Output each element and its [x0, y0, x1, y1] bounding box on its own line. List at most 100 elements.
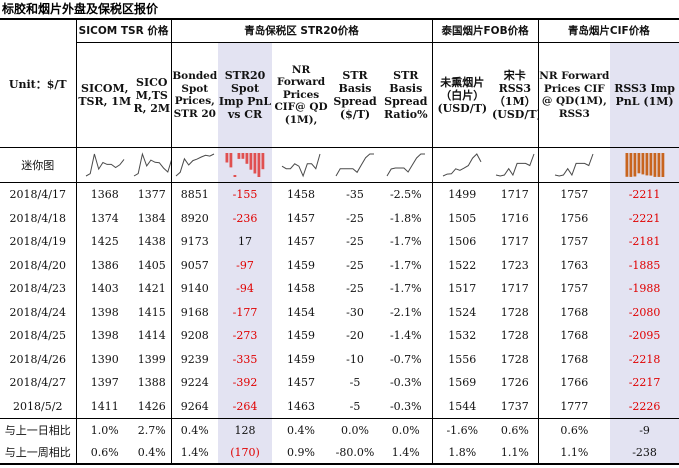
group-thai-fob: 泰国烟片FOB价格: [431, 18, 539, 43]
cell-bonded-spot: 8920: [170, 206, 219, 230]
cell-unsmoked-sheet: 1517: [431, 277, 493, 301]
cell-sicom-1m: 1374: [75, 206, 133, 230]
cell-str-basis-ratio: -0.3%: [389, 376, 422, 390]
cell-str20-imp-pnl: -155: [218, 182, 273, 207]
row-date: 2018/4/26: [9, 352, 66, 366]
sparkline-line: [335, 153, 375, 177]
cell-sicom-1m: 1390: [75, 347, 133, 371]
row-date: 2018/5/2: [13, 399, 63, 413]
cell-sicom-1m: 1411: [75, 394, 133, 419]
cell-bonded-spot: 9239: [170, 347, 219, 371]
cell-str-basis-spread: -30: [346, 305, 364, 319]
sparkline-line: [386, 153, 425, 177]
col-nr-forward-cif: NR Forward Prices CIF@ QD (1M),: [272, 42, 331, 148]
cell-nr-forward-cif: 1457: [287, 235, 316, 249]
cell-songkhla-rss3: 1728: [500, 329, 529, 343]
cell-rss3-imp-pnl: -2181: [610, 230, 679, 254]
sparkline-bar: [225, 153, 229, 163]
cell-str20-imp-pnl: -97: [218, 253, 273, 277]
sparkline-bar: [245, 153, 249, 164]
cell-unsmoked-sheet: 1544: [431, 394, 493, 419]
summary-row: 与上一日相比 1.0% 2.7% 0.4% 128 0.4% 0.0% 0.0% -1.6% 0.…: [0, 418, 679, 441]
cell-str-basis-ratio: -2.5%: [389, 188, 422, 202]
summary-sicom-1m: 0.6%: [75, 441, 133, 465]
cell-str-basis-spread: -25: [346, 282, 364, 296]
cell-str20-imp-pnl: -94: [218, 277, 273, 301]
cell-nr-forward-rss3: 1768: [537, 324, 611, 348]
sparkline-bar: [645, 153, 648, 176]
cell-str-basis-ratio: -0.7%: [389, 352, 422, 366]
sparkline-bar: [661, 153, 664, 177]
cell-str-basis-ratio: -1.7%: [389, 235, 422, 249]
cell-bonded-spot: 9224: [170, 371, 219, 395]
col-bonded-spot: Bonded Spot Prices, STR 20: [170, 42, 219, 148]
sparkline-bar: [253, 153, 257, 174]
cell-nr-forward-rss3: 1756: [537, 206, 611, 230]
cell-sicom-1m: 1398: [75, 300, 133, 324]
summary-str-basis-ratio: 1.4%: [380, 441, 433, 465]
sparkline-bar: [653, 153, 656, 177]
sparkline-bar: [237, 153, 241, 159]
row-date: 2018/4/27: [9, 376, 66, 390]
sparkline-bar: [649, 153, 652, 176]
summary-row: 与上一周相比 0.6% 0.4% 1.4% (170) 0.9% -80.0% 1.4% 1.8…: [0, 441, 679, 465]
cell-bonded-spot: 9208: [170, 324, 219, 348]
cell-nr-forward-rss3: 1757: [537, 230, 611, 254]
row-date: 2018/4/19: [9, 235, 66, 249]
sparkline-bar: [233, 175, 237, 177]
summary-nr-forward-rss3: 0.6%: [537, 418, 611, 441]
group-qingdao-str20: 青岛保税区 STR20价格: [170, 18, 433, 43]
table-row: 2018/4/25 1398 1414 9208 -273 1459 -20 -1.4% 153…: [0, 324, 679, 348]
cell-str-basis-ratio: -1.7%: [389, 258, 422, 272]
table-row: 2018/4/23 1403 1421 9140 -94 1458 -25 -1.7% 1517…: [0, 277, 679, 301]
sparkline-bar: [657, 153, 660, 177]
sparkline-bar: [257, 153, 261, 177]
summary-unsmoked-sheet: 1.8%: [431, 441, 493, 465]
row-date: 2018/4/18: [9, 211, 66, 225]
cell-str20-imp-pnl: -236: [218, 206, 273, 230]
cell-str20-imp-pnl: -273: [218, 324, 273, 348]
cell-sicom-2m: 1414: [137, 329, 166, 343]
cell-nr-forward-cif: 1457: [287, 376, 316, 390]
sparkline-bar: [633, 153, 636, 177]
cell-unsmoked-sheet: 1569: [431, 371, 493, 395]
cell-nr-forward-cif: 1459: [287, 258, 316, 272]
sparkline-bar: [249, 153, 253, 170]
col-sicom-2m: SICO M,TS R, 2M: [133, 42, 172, 148]
sparkline-bonded-spot: [170, 147, 219, 183]
cell-sicom-2m: 1426: [137, 399, 166, 413]
cell-sicom-1m: 1397: [75, 371, 133, 395]
cell-rss3-imp-pnl: -1885: [610, 253, 679, 277]
sparkline-str20-imp-pnl: [218, 147, 273, 183]
cell-nr-forward-cif: 1458: [287, 282, 316, 296]
summary-rss3-imp-pnl: -9: [610, 418, 679, 441]
sparkline-str-basis-ratio: [380, 147, 433, 183]
sparkline-label: 迷你图: [0, 147, 76, 183]
sparkline-bar: [637, 153, 640, 174]
cell-rss3-imp-pnl: -2217: [610, 371, 679, 395]
cell-rss3-imp-pnl: -2226: [610, 394, 679, 419]
cell-unsmoked-sheet: 1556: [431, 347, 493, 371]
sparkline-bar: [241, 153, 245, 159]
cell-str-basis-ratio: -0.3%: [389, 399, 422, 413]
sparkline-line: [281, 153, 321, 178]
cell-rss3-imp-pnl: -2095: [610, 324, 679, 348]
cell-unsmoked-sheet: 1524: [431, 300, 493, 324]
cell-rss3-imp-pnl: -1988: [610, 277, 679, 301]
group-sicom: SICOM TSR 价格: [75, 18, 172, 43]
cell-nr-forward-rss3: 1768: [537, 347, 611, 371]
cell-unsmoked-sheet: 1522: [431, 253, 493, 277]
col-str-basis-spread: STR Basis Spread ($/T): [330, 42, 381, 148]
summary-sicom-2m: 0.4%: [133, 441, 172, 465]
table-row: 2018/4/26 1390 1399 9239 -335 1459 -10 -0.7% 155…: [0, 347, 679, 371]
col-songkhla-rss3: 宋卡 RSS3 （1M） (USD/T): [492, 42, 539, 148]
cell-unsmoked-sheet: 1532: [431, 324, 493, 348]
cell-str-basis-ratio: -1.8%: [389, 211, 422, 225]
sparkline-bar: [261, 153, 265, 170]
col-nr-forward-rss3: NR Forward Prices CIF @ QD(1M), RSS3: [537, 42, 611, 148]
cell-rss3-imp-pnl: -2080: [610, 300, 679, 324]
table-row: 2018/4/27 1397 1388 9224 -392 1457 -5 -0.3% 1569…: [0, 371, 679, 395]
row-date: 2018/4/17: [9, 188, 66, 202]
cell-bonded-spot: 9173: [170, 230, 219, 254]
cell-str20-imp-pnl: -335: [218, 347, 273, 371]
